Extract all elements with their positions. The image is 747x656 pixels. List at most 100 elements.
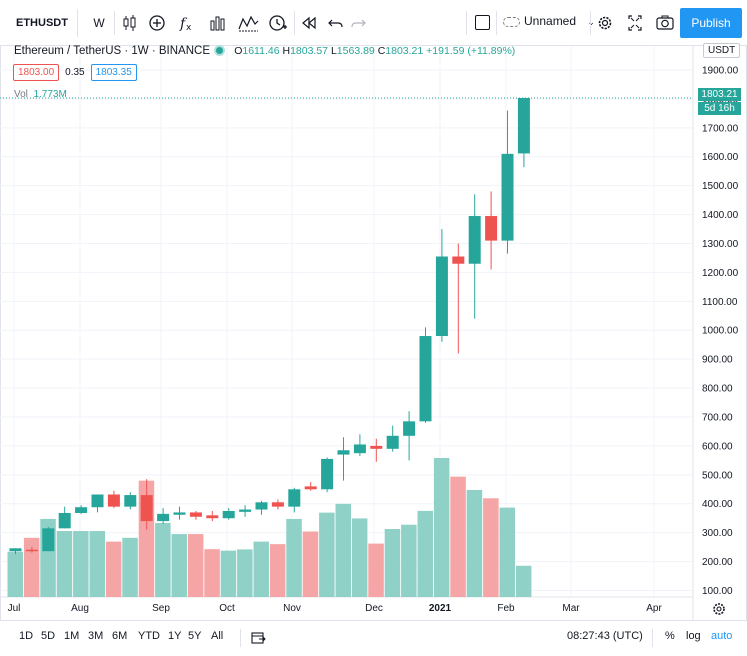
candle-body[interactable]	[501, 153, 514, 241]
candle-body[interactable]	[304, 486, 317, 490]
range-button-6m[interactable]: 6M	[112, 630, 128, 642]
candle-body[interactable]	[255, 502, 268, 510]
camera-icon[interactable]	[654, 9, 676, 37]
candle-body[interactable]	[403, 421, 416, 436]
candle-body[interactable]	[91, 494, 104, 508]
price-tick-label: 900.00	[702, 355, 733, 366]
sell-price-button[interactable]: 1803.00	[13, 64, 60, 81]
price-tick-label: 1900.00	[702, 65, 739, 76]
range-button-1m[interactable]: 1M	[64, 630, 80, 642]
volume-bar	[122, 537, 138, 597]
candle-body[interactable]	[140, 495, 153, 522]
candle-body[interactable]	[58, 513, 71, 529]
layout-name-button[interactable]: Unnamed ⌄	[503, 14, 595, 28]
fullscreen-icon[interactable]	[624, 9, 646, 37]
layout-name: Unnamed	[524, 14, 577, 28]
candle-body[interactable]	[485, 216, 498, 241]
candle-body[interactable]	[239, 509, 252, 512]
candle-body[interactable]	[337, 450, 350, 455]
candle-body[interactable]	[157, 513, 170, 522]
symbol-search-button[interactable]: ETHUSDT	[6, 9, 78, 37]
fullscreen-toggle-icon[interactable]	[475, 15, 490, 30]
last-price-label: 1803.21	[698, 88, 741, 101]
candle-body[interactable]	[468, 216, 481, 264]
replay-icon[interactable]	[298, 9, 320, 37]
range-button-5d[interactable]: 5D	[41, 630, 56, 642]
time-tick-label: Nov	[283, 603, 301, 614]
candle-body[interactable]	[271, 502, 284, 507]
alert-icon[interactable]	[266, 9, 290, 37]
market-status-dot	[215, 46, 223, 54]
high-value: 1803.57	[290, 45, 329, 57]
candle-body[interactable]	[435, 256, 448, 337]
percent-scale-toggle[interactable]: %	[665, 630, 675, 642]
undo-icon[interactable]	[324, 9, 346, 37]
candle-body[interactable]	[321, 458, 334, 490]
volume-bar	[155, 522, 171, 597]
indicators-templates-icon[interactable]	[236, 9, 260, 37]
toolbar-divider	[466, 11, 467, 35]
cloud-icon	[503, 16, 520, 27]
price-tick-label: 400.00	[702, 499, 733, 510]
candle-body[interactable]	[9, 548, 22, 552]
volume-bar	[515, 565, 532, 597]
range-button-3m[interactable]: 3M	[88, 630, 104, 642]
buy-price-button[interactable]: 1803.35	[90, 64, 137, 81]
time-tick-label: Mar	[562, 603, 580, 614]
price-tick-label: 1600.00	[702, 152, 739, 163]
log-scale-toggle[interactable]: log	[686, 630, 701, 642]
clock-utc[interactable]: 08:27:43 (UTC)	[567, 630, 643, 642]
spread-value: 0.35	[65, 67, 85, 78]
toolbar-divider	[590, 11, 591, 35]
time-tick-label: Dec	[365, 603, 383, 614]
candle-body[interactable]	[452, 256, 465, 264]
symbol-title[interactable]: Ethereum / TetherUS · 1W · BINANCE	[14, 45, 210, 57]
range-button-1y[interactable]: 1Y	[168, 630, 182, 642]
candle-body[interactable]	[222, 510, 235, 519]
chevron-down-icon: ⌄	[587, 17, 595, 27]
candle-body[interactable]	[173, 512, 186, 515]
settings-gear-icon[interactable]	[594, 9, 616, 37]
price-tick-label: 700.00	[702, 412, 733, 423]
fx-icon[interactable]: f x	[176, 9, 198, 37]
candles-icon[interactable]	[118, 9, 140, 37]
axis-settings-gear-icon[interactable]	[711, 601, 727, 617]
volume-bar	[89, 531, 105, 597]
time-tick-label: Sep	[152, 603, 170, 614]
candle-body[interactable]	[124, 495, 137, 507]
volume-bar	[335, 503, 351, 597]
candle-body[interactable]	[288, 489, 301, 507]
price-tick-label: 1200.00	[702, 268, 739, 279]
candle-body[interactable]	[517, 97, 530, 154]
volume-bar	[417, 510, 433, 597]
bars-compare-icon[interactable]	[206, 9, 228, 37]
candle-body[interactable]	[189, 512, 202, 517]
candle-body[interactable]	[419, 336, 432, 422]
volume-bar	[220, 550, 237, 597]
auto-scale-toggle[interactable]: auto	[711, 630, 733, 642]
candle-body[interactable]	[206, 515, 219, 519]
candle-body[interactable]	[42, 528, 55, 552]
add-indicator-icon[interactable]	[146, 9, 168, 37]
volume-bar	[204, 549, 220, 597]
price-tick-label: 1500.00	[702, 181, 739, 192]
go-to-date-icon[interactable]	[250, 629, 266, 647]
currency-badge[interactable]: USDT	[703, 43, 741, 58]
range-button-5y[interactable]: 5Y	[188, 630, 202, 642]
time-tick-label: Apr	[646, 603, 662, 614]
time-tick-label: Oct	[219, 603, 235, 614]
candle-body[interactable]	[107, 494, 120, 507]
candle-body[interactable]	[25, 549, 38, 552]
interval-button[interactable]: W	[93, 16, 105, 30]
range-button-ytd[interactable]: YTD	[138, 630, 160, 642]
candle-body[interactable]	[370, 445, 383, 449]
candle-body[interactable]	[75, 507, 88, 514]
time-tick-label: Feb	[497, 603, 515, 614]
candle-body[interactable]	[386, 435, 399, 449]
redo-icon[interactable]	[348, 9, 370, 37]
candle-body[interactable]	[353, 444, 366, 454]
publish-button[interactable]: Publish	[680, 8, 742, 38]
price-chart[interactable]: 1900.001800.001700.001600.001500.001400.…	[0, 46, 747, 620]
range-button-1d[interactable]: 1D	[19, 630, 34, 642]
range-button-all[interactable]: All	[211, 630, 224, 642]
